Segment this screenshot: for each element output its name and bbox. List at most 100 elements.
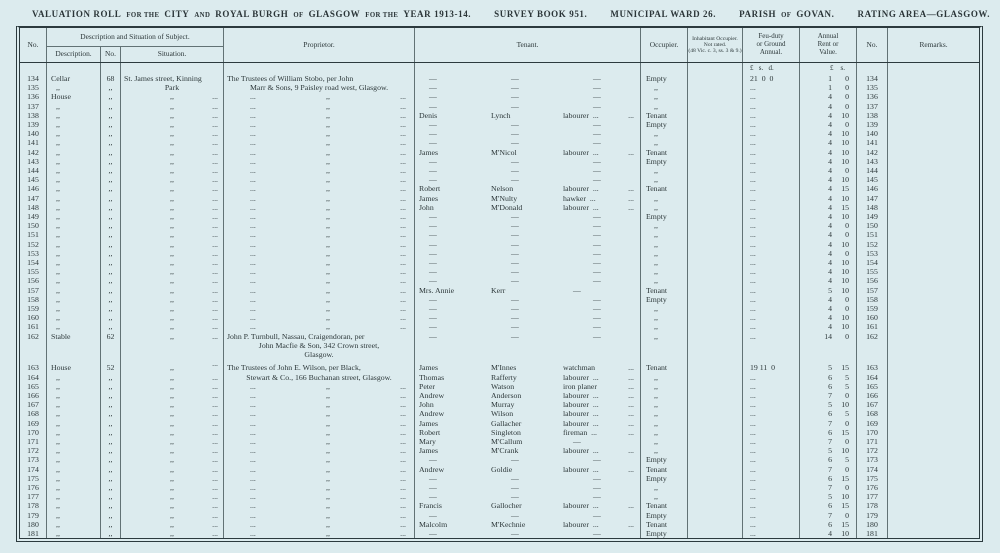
- cell-occupier: ,,: [641, 166, 688, 176]
- cell-proprietor: ...,,...: [224, 193, 415, 203]
- cell-remarks: [888, 391, 979, 400]
- dots: ...: [250, 166, 256, 176]
- tenant-occupation: —: [583, 483, 640, 492]
- cell-no: 169: [20, 418, 47, 428]
- cell-inhabitant-occupier: [688, 248, 743, 259]
- tenant-forename: —: [429, 528, 437, 538]
- dots: ...: [400, 212, 406, 222]
- cell-remarks: [888, 359, 979, 372]
- tenant-forename: Francis: [419, 501, 442, 511]
- cell-situation: ,,...: [121, 156, 224, 167]
- cell-description: ,,: [47, 258, 101, 268]
- cell-no-right: 143: [857, 156, 888, 167]
- tenant-occupation: —: [583, 212, 640, 221]
- column-header-street-no: No.: [101, 47, 121, 62]
- cell-inhabitant-occupier: [688, 175, 743, 185]
- dots: ...: [212, 313, 218, 323]
- rent-shillings: 10: [841, 400, 849, 410]
- tenant-forename: —: [429, 267, 437, 277]
- tenant-forename: Andrew: [419, 464, 445, 474]
- tenant-occupation: —: [583, 276, 640, 285]
- table-row: 147,,,,,,......,,... James M'Nulty hawker .…: [20, 193, 979, 203]
- occupation-text: labourer ...: [563, 400, 599, 410]
- dots: ...: [212, 202, 218, 212]
- cell-no: 143: [20, 156, 47, 167]
- cell-proprietor: ...,,...: [224, 248, 415, 259]
- cell-feu-duty: ...: [743, 473, 800, 483]
- ditto-mark: ,,: [326, 138, 330, 148]
- rent-shillings: 0: [845, 166, 849, 176]
- cell-no-right: 169: [857, 418, 888, 428]
- cell-description: ,,: [47, 147, 101, 157]
- cell-street-no: ,,: [101, 436, 121, 447]
- dots: ...: [212, 400, 218, 410]
- cell-description: ,,: [47, 464, 101, 474]
- rent-shillings: 0: [845, 74, 849, 83]
- tenant-surname: —: [511, 322, 519, 332]
- cell-remarks: [888, 501, 979, 510]
- dots: ...: [212, 418, 218, 428]
- rent-pounds: 4: [828, 276, 832, 286]
- cell-description: ,,: [47, 202, 101, 213]
- ditto-mark: ,,: [170, 110, 174, 120]
- tenant-occupation: —: [583, 74, 640, 83]
- cell-description: ,,: [47, 138, 101, 148]
- cell-remarks: [888, 240, 979, 249]
- cell-occupier: Tenant: [641, 147, 688, 157]
- cell-annual-rent: 6 15: [800, 427, 857, 437]
- tenant-occupation: —: [583, 221, 640, 230]
- cell-no-right: 154: [857, 258, 888, 268]
- rent-shillings: 10: [841, 446, 849, 456]
- cell-feu-duty: ...: [743, 267, 800, 277]
- table-row: 140,,,,,,......,,... — — —,,... 4 10 140: [20, 129, 979, 139]
- dots: ...: [400, 427, 406, 437]
- dots: ...: [628, 363, 634, 373]
- rent-pounds: 4: [828, 156, 832, 166]
- tenant-occupation: labourer ......: [563, 501, 640, 510]
- cell-feu-duty: ...: [743, 147, 800, 157]
- tenant-occupation: —: [583, 157, 640, 166]
- dots: ...: [250, 390, 256, 400]
- cell-street-no: ,,: [101, 83, 121, 93]
- cell-street-no: ,,: [101, 239, 121, 249]
- cell-tenant: Francis Gallocher labourer ......: [415, 501, 641, 511]
- rent-shillings: 10: [841, 258, 849, 268]
- rent-pounds: 5: [828, 285, 832, 295]
- cell-no-right: 148: [857, 202, 888, 213]
- tenant-surname: —: [511, 221, 519, 231]
- cell-street-no: ,,: [101, 446, 121, 456]
- cell-street-no: ,,: [101, 147, 121, 157]
- dots: ...: [628, 409, 634, 419]
- cell-tenant: John M'Donald labourer ......: [415, 202, 641, 213]
- table-row: 138,,,,,,......,,... Denis Lynch labourer .…: [20, 110, 979, 121]
- cell-no-right: 138: [857, 110, 888, 121]
- occupation-text: —: [593, 230, 601, 240]
- ditto-mark: ,,: [326, 501, 330, 511]
- cell-occupier: ,,: [641, 313, 688, 323]
- cell-inhabitant-occupier: [688, 446, 743, 456]
- dots: ...: [628, 390, 634, 400]
- ditto-mark: ,,: [326, 436, 330, 446]
- cell-tenant: Robert Nelson labourer ......: [415, 184, 641, 194]
- cell-situation: ,,...: [121, 359, 224, 373]
- cell-no: 179: [20, 510, 47, 520]
- tenant-surname: —: [511, 156, 519, 166]
- column-header-description-situation-group: Description and Situation of Subject.: [47, 28, 224, 47]
- ditto-mark: ,,: [326, 427, 330, 437]
- rent-pounds: 4: [828, 313, 832, 323]
- occupation-text: labourer ...: [563, 446, 599, 456]
- cell-remarks: [888, 249, 979, 258]
- tenant-surname: —: [511, 83, 519, 93]
- cell-situation: ,,...: [121, 436, 224, 447]
- table-row: 149,,,,,,......,,... — — — Empty... 4 10 149: [20, 212, 979, 222]
- tenant-surname: M'Crank: [491, 446, 519, 456]
- cell-street-no: ,,: [101, 248, 121, 259]
- cell-occupier: ,,: [641, 331, 688, 360]
- tenant-occupation: —: [583, 83, 640, 92]
- cell-no-right: 134: [857, 74, 888, 84]
- tenant-forename: James: [419, 363, 439, 373]
- tenant-surname: Anderson: [491, 390, 522, 400]
- cell-situation: St. James street, Kinning: [121, 74, 224, 84]
- dots: ...: [400, 166, 406, 176]
